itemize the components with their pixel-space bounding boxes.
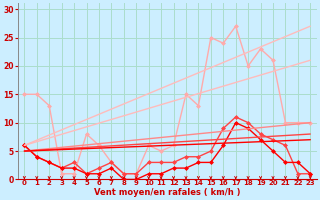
X-axis label: Vent moyen/en rafales ( km/h ): Vent moyen/en rafales ( km/h ) xyxy=(94,188,241,197)
